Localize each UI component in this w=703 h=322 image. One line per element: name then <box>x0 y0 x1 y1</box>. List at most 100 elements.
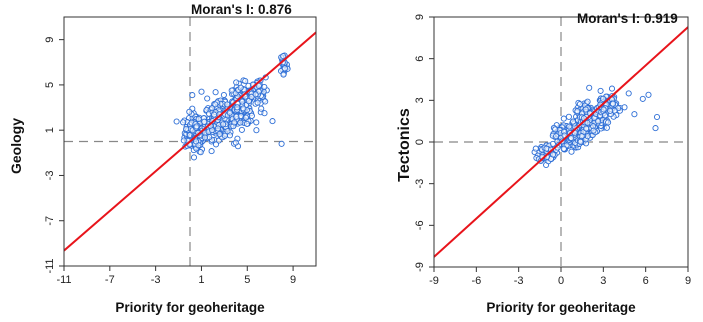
data-point <box>560 145 567 152</box>
y-tick-label: -7 <box>44 216 56 226</box>
x-tick-label: -3 <box>514 275 524 287</box>
data-point <box>278 140 285 147</box>
data-point <box>220 91 227 99</box>
data-point <box>197 149 204 156</box>
y-tick-label: 9 <box>44 37 56 43</box>
data-point <box>242 114 249 121</box>
data-point <box>193 123 200 130</box>
data-point <box>586 84 593 91</box>
data-point <box>621 104 628 111</box>
data-point <box>212 89 219 96</box>
data-point <box>180 137 187 144</box>
data-point <box>253 127 260 134</box>
geology-moran-scatterplot: Moran's I: 0.876 Priority for geoheritag… <box>8 2 317 315</box>
data-point <box>269 118 276 125</box>
data-point <box>231 119 238 126</box>
data-point <box>240 105 247 112</box>
data-point <box>595 118 602 125</box>
data-point <box>568 148 575 155</box>
morans-i-label: Moran's I: 0.876 <box>191 2 292 17</box>
x-tick-label: 5 <box>244 274 250 286</box>
data-point <box>232 139 239 146</box>
data-point <box>631 111 638 118</box>
data-point <box>224 128 231 135</box>
data-point <box>605 119 612 126</box>
data-point <box>253 119 260 126</box>
y-tick-label: 6 <box>414 56 426 62</box>
data-point <box>183 125 190 132</box>
data-point <box>201 134 209 141</box>
data-point <box>281 65 288 72</box>
data-point <box>565 113 572 120</box>
data-point <box>262 98 269 105</box>
x-tick-label: 0 <box>558 275 564 287</box>
data-point <box>566 123 573 130</box>
data-point <box>552 126 559 133</box>
x-tick-label: 9 <box>290 274 296 286</box>
morans-i-label: Moran's I: 0.919 <box>577 11 678 26</box>
data-point <box>252 91 259 98</box>
data-point <box>280 71 287 78</box>
data-point <box>193 138 200 145</box>
data-point <box>584 98 591 105</box>
data-point <box>242 77 249 85</box>
data-point <box>189 92 196 99</box>
regression-line <box>434 26 688 258</box>
x-tick-label: 6 <box>643 275 649 287</box>
data-point <box>258 105 265 112</box>
x-tick-label: -3 <box>151 274 161 286</box>
y-tick-label: -9 <box>414 262 426 272</box>
data-point <box>224 101 231 108</box>
data-point <box>645 91 652 98</box>
data-point <box>195 115 202 123</box>
data-point <box>280 53 287 60</box>
data-point <box>214 125 222 132</box>
data-point <box>173 118 180 125</box>
data-point <box>584 119 591 126</box>
data-point <box>601 112 609 119</box>
regression-line <box>64 31 316 252</box>
data-point <box>245 98 252 105</box>
data-point <box>600 106 607 113</box>
data-point <box>532 145 539 152</box>
data-point <box>212 101 219 108</box>
y-tick-label: -11 <box>44 258 56 273</box>
data-point <box>221 132 228 139</box>
data-point <box>261 110 268 117</box>
data-point <box>180 119 187 126</box>
data-point <box>590 127 597 134</box>
data-point <box>238 126 245 133</box>
y-tick-label: -3 <box>414 179 426 189</box>
x-tick-label: 3 <box>600 275 606 287</box>
data-point <box>228 87 235 94</box>
data-point <box>553 133 560 140</box>
data-point <box>577 138 584 145</box>
data-point <box>610 100 617 107</box>
data-point <box>198 88 205 95</box>
data-point <box>237 84 244 91</box>
x-tick-label: -11 <box>56 274 71 286</box>
data-point <box>600 95 607 102</box>
y-tick-label: 0 <box>414 139 426 145</box>
data-point <box>597 87 604 94</box>
data-point <box>233 113 240 120</box>
y-tick-label: 5 <box>44 82 56 88</box>
data-point <box>201 118 208 125</box>
x-tick-label: -9 <box>429 275 439 287</box>
x-axis-label: Priority for geoheritage <box>486 300 636 315</box>
y-axis-label: Tectonics <box>396 108 413 182</box>
data-point <box>625 90 632 97</box>
y-axis-label: Geology <box>8 118 24 174</box>
data-point <box>568 134 575 142</box>
data-point <box>583 125 590 132</box>
data-point <box>233 79 240 86</box>
data-point <box>211 111 218 118</box>
data-point <box>208 148 215 155</box>
y-tick-label: 3 <box>414 97 426 103</box>
data-point <box>652 125 659 132</box>
x-tick-label: -7 <box>105 274 115 286</box>
data-point <box>254 99 261 106</box>
data-point <box>607 107 614 114</box>
data-point <box>190 154 198 161</box>
